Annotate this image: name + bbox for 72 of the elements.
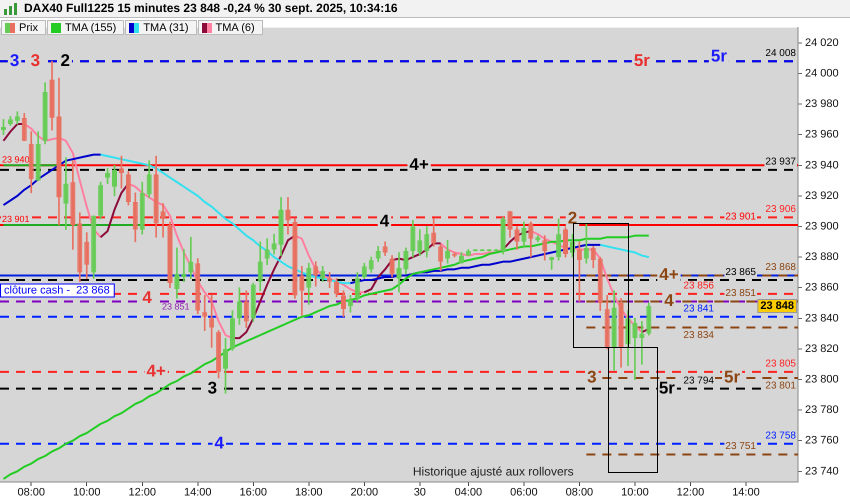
annotation: 4 bbox=[142, 288, 152, 308]
annotation: 5r bbox=[710, 46, 728, 66]
y-tick-label: 23 860 bbox=[805, 282, 839, 294]
y-tick-label: 23 880 bbox=[805, 251, 839, 264]
ref-line-label: 23 868 bbox=[765, 262, 796, 274]
y-tick-label: 24 000 bbox=[805, 68, 839, 80]
x-tick-label: 16:00 bbox=[240, 486, 268, 499]
y-tick-label: 23 920 bbox=[805, 190, 839, 202]
ref-line-label: 23 841 bbox=[683, 304, 714, 315]
annotation: 2 bbox=[60, 50, 70, 70]
annotation: 4+ bbox=[146, 362, 166, 381]
ref-line-label: 23 758 bbox=[765, 430, 796, 442]
annotation: 23 940 bbox=[2, 154, 30, 164]
annotation: 5r bbox=[634, 50, 650, 70]
x-tick-label: 06:00 bbox=[510, 486, 538, 499]
y-tick-label: 23 980 bbox=[805, 98, 839, 110]
y-tick-label: 23 840 bbox=[805, 312, 839, 324]
legend-label: TMA (31) bbox=[143, 22, 189, 34]
annotation: Historique ajusté aux rollovers bbox=[412, 464, 574, 478]
annotation: 23 901 bbox=[2, 214, 30, 224]
y-tick-label: 23 900 bbox=[805, 220, 839, 233]
ref-line-label: 23 901 bbox=[725, 212, 756, 223]
x-tick-label: 08:00 bbox=[566, 486, 594, 499]
annotation: 3 bbox=[30, 50, 40, 70]
ref-line-label: 23 906 bbox=[765, 204, 796, 216]
ref-line-label: 23 805 bbox=[765, 358, 796, 370]
annotation: 23 851 bbox=[162, 301, 190, 312]
annotation: 4 bbox=[664, 291, 674, 310]
x-tick-label: 04:00 bbox=[454, 486, 482, 499]
annotation: 5r bbox=[724, 368, 740, 387]
annotation: 4 bbox=[380, 212, 390, 231]
x-tick-label: 10:00 bbox=[72, 486, 101, 499]
y-tick-label: 23 800 bbox=[805, 374, 839, 386]
y-tick-label: 23 760 bbox=[805, 434, 839, 447]
x-tick-label: 12:00 bbox=[676, 486, 704, 499]
y-tick-label: 23 960 bbox=[805, 128, 839, 141]
annotation: 3 bbox=[587, 368, 597, 387]
legend-label: Prix bbox=[19, 22, 38, 34]
chart-title: DAX40 Full1225 15 minutes 23 848 -0,24 % 30 sept. 2025, 10:34:16 bbox=[24, 0, 398, 17]
annotation: 5r bbox=[658, 378, 676, 398]
annotation: 3 bbox=[10, 50, 20, 70]
ref-line-label: 23 751 bbox=[725, 441, 756, 452]
y-tick-label: 23 820 bbox=[805, 342, 839, 355]
y-tick-label: 24 020 bbox=[805, 36, 839, 49]
x-tick-label: 10:00 bbox=[621, 486, 649, 499]
annotation: 2 bbox=[568, 208, 578, 228]
ref-line-label: 24 008 bbox=[765, 48, 796, 60]
annotation: 4 bbox=[214, 433, 225, 452]
x-tick-label: 08:00 bbox=[17, 486, 45, 499]
y-tick-label: 23 940 bbox=[805, 159, 839, 172]
ref-line-label: 23 794 bbox=[683, 375, 714, 386]
x-tick-label: 14:00 bbox=[732, 486, 760, 499]
annotation: 23 848 bbox=[760, 300, 794, 312]
ref-line-label: 23 865 bbox=[725, 266, 756, 278]
annotation: 4+ bbox=[409, 154, 429, 174]
legend-label: TMA (155) bbox=[64, 22, 116, 34]
x-tick-label: 20:00 bbox=[350, 486, 378, 499]
y-tick-label: 23 780 bbox=[805, 404, 839, 416]
ref-line-label: 23 801 bbox=[765, 380, 796, 392]
ref-line-label: 23 851 bbox=[725, 288, 756, 300]
annotation: 3 bbox=[208, 378, 218, 398]
y-tick-label: 23 740 bbox=[805, 465, 839, 478]
annotation: clôture cash - 23 868 bbox=[4, 284, 110, 296]
ref-line-label: 23 856 bbox=[683, 280, 714, 292]
annotation: 4+ bbox=[659, 265, 679, 284]
legend-label: TMA (6) bbox=[216, 22, 255, 34]
x-tick-label: 14:00 bbox=[184, 486, 212, 499]
x-tick-label: 12:00 bbox=[128, 486, 156, 499]
x-tick-label: 30 bbox=[414, 486, 426, 499]
ref-line-label: 23 834 bbox=[683, 330, 714, 342]
x-tick-label: 18:00 bbox=[295, 486, 323, 499]
ref-line-label: 23 937 bbox=[765, 156, 796, 168]
